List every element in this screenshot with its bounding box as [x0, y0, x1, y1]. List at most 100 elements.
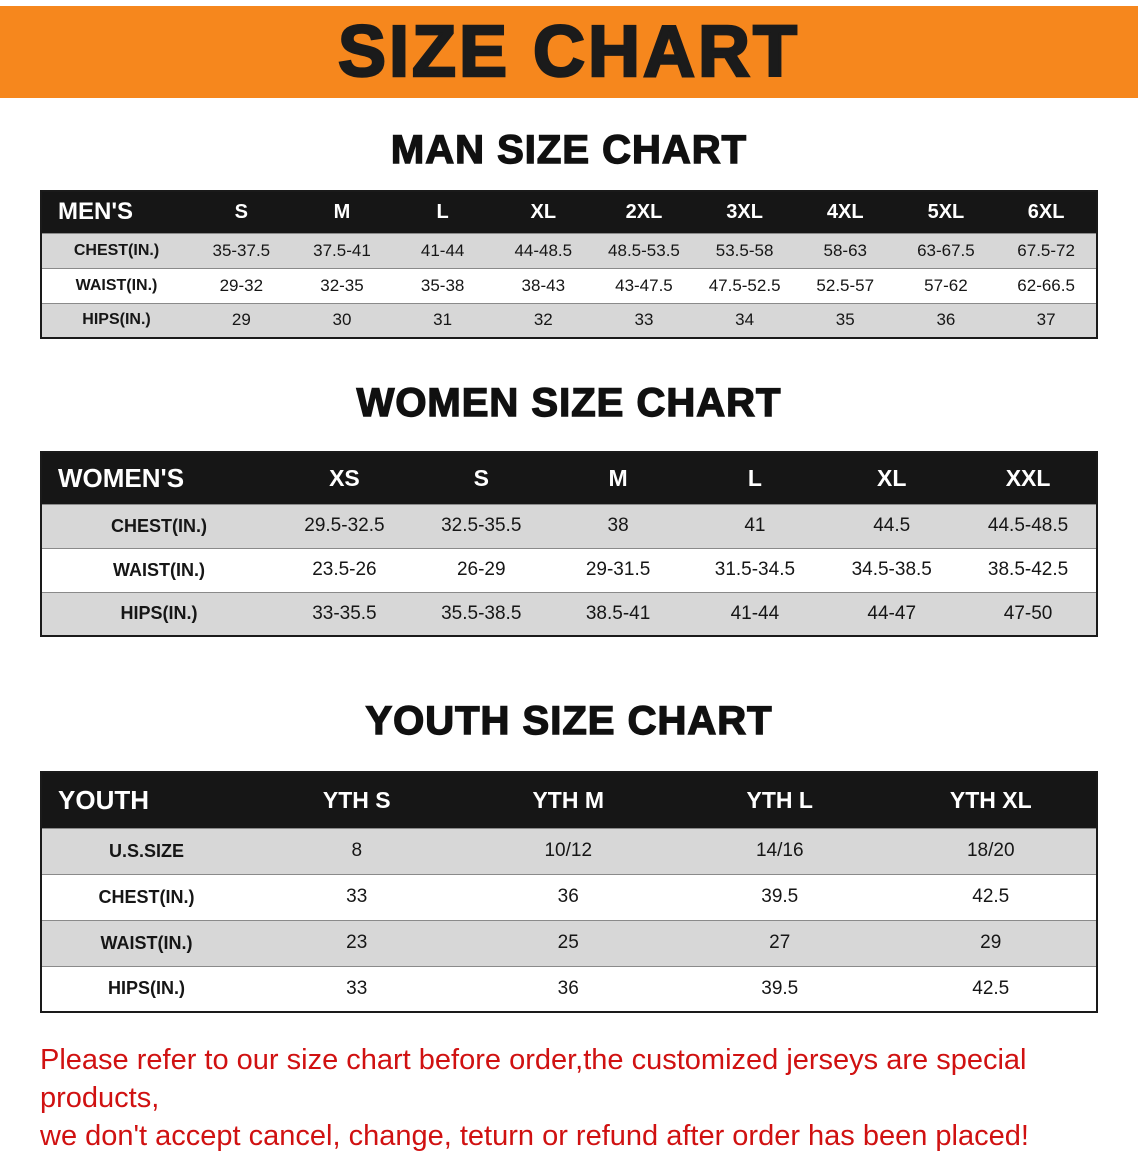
- size-value: 44.5-48.5: [987, 515, 1069, 536]
- size-value: 67.5-72: [1017, 240, 1075, 260]
- column-header: XL: [492, 191, 594, 233]
- size-value: 31: [433, 310, 453, 330]
- table-corner-label: WOMEN'S: [41, 452, 276, 504]
- size-value: 31.5-34.5: [714, 559, 796, 580]
- size-value: 44.5: [873, 515, 911, 536]
- size-value: 35-38: [420, 275, 465, 295]
- size-value: 30: [332, 310, 352, 330]
- size-value: 39.5: [761, 886, 799, 907]
- size-value: 39.5: [761, 977, 799, 999]
- size-value: 36: [936, 310, 956, 330]
- size-value: 27: [769, 932, 791, 953]
- size-value: 23: [346, 932, 368, 953]
- table-header-row: WOMEN'S XS S M L XL XXL: [41, 452, 1097, 504]
- size-table: MEN'S S M L XL 2XL 3XL 4XL 5XL 6XL CHEST(IN.) 35-37…: [40, 190, 1098, 339]
- size-value: 10/12: [544, 840, 593, 861]
- row-label: CHEST(IN.): [73, 241, 160, 259]
- column-header: XL: [823, 452, 961, 504]
- size-value: 47.5-52.5: [708, 275, 781, 295]
- size-value: 35.5-38.5: [441, 602, 522, 624]
- column-header: M: [291, 191, 393, 233]
- table-row: CHEST(IN.) 33 36 39.5 42.5: [41, 874, 1097, 920]
- size-chart-section: MAN SIZE CHART MEN'S S M L XL 2XL 3XL 4XL 5XL 6XL C…: [0, 126, 1138, 339]
- size-value: 25: [557, 932, 579, 953]
- size-chart-section: YOUTH SIZE CHART YOUTH YTH S YTH M YTH L YTH …: [0, 697, 1138, 1013]
- section-title: MAN SIZE CHART: [390, 127, 748, 172]
- size-value: 32.5-35.5: [441, 515, 522, 536]
- row-label: HIPS(IN.): [82, 311, 151, 329]
- table-header-row: MEN'S S M L XL 2XL 3XL 4XL 5XL 6XL: [41, 191, 1097, 233]
- size-table: WOMEN'S XS S M L XL XXL CHEST(IN.) 29.5-32.5 32.5…: [40, 451, 1098, 637]
- size-value: 41: [744, 515, 766, 536]
- size-value: 36: [557, 886, 579, 907]
- size-value: 43-47.5: [615, 275, 673, 295]
- size-value: 29-31.5: [585, 559, 651, 580]
- size-value: 42.5: [972, 977, 1010, 999]
- size-value: 52.5-57: [816, 275, 875, 295]
- column-header: YTH L: [674, 772, 886, 828]
- size-value: 29-32: [219, 275, 264, 295]
- column-header: L: [392, 191, 493, 233]
- column-header: YTH M: [462, 772, 674, 828]
- size-value: 37: [1036, 310, 1056, 330]
- size-value: 38.5-41: [585, 602, 651, 624]
- size-value: 8: [351, 840, 363, 861]
- column-header: YTH S: [251, 772, 463, 828]
- size-value: 37.5-41: [313, 240, 371, 260]
- size-value: 62-66.5: [1017, 275, 1075, 295]
- size-value: 41-44: [420, 240, 465, 260]
- size-value: 33-35.5: [312, 602, 377, 624]
- size-value: 48.5-53.5: [608, 240, 680, 260]
- size-value: 44-48.5: [514, 240, 573, 260]
- row-label: WAIST(IN.): [113, 559, 205, 580]
- table-row: HIPS(IN.) 33 36 39.5 42.5: [41, 966, 1097, 1012]
- size-value: 32: [533, 310, 553, 330]
- size-value: 38: [607, 515, 629, 536]
- size-table: YOUTH YTH S YTH M YTH L YTH XL U.S.SIZE 8 10/12…: [40, 771, 1098, 1013]
- size-value: 53.5-58: [715, 240, 774, 260]
- size-value: 57-62: [924, 275, 968, 295]
- column-header: XS: [276, 452, 413, 504]
- table-row: HIPS(IN.) 33-35.5 35.5-38.5 38.5-41 41-44 44-…: [41, 592, 1097, 636]
- disclaimer-line-2: we don't accept cancel, change, teturn o…: [40, 1120, 1029, 1152]
- table-row: HIPS(IN.) 29 30 31 32 33 34 35 36 37: [41, 303, 1097, 338]
- column-header: 6XL: [996, 191, 1097, 233]
- column-header: 2XL: [593, 191, 695, 233]
- table-row: U.S.SIZE 8 10/12 14/16 18/20: [41, 828, 1097, 874]
- table-row: WAIST(IN.) 23.5-26 26-29 29-31.5 31.5-34.5 34…: [41, 548, 1097, 592]
- size-value: 38.5-42.5: [987, 559, 1069, 580]
- size-value: 41-44: [730, 602, 780, 624]
- size-value: 38-43: [521, 275, 566, 295]
- row-label: WAIST(IN.): [100, 932, 193, 953]
- size-value: 35-37.5: [212, 240, 271, 260]
- size-value: 63-67.5: [917, 240, 975, 260]
- size-value: 18/20: [966, 840, 1015, 861]
- size-chart-banner: SIZE CHART: [0, 6, 1138, 98]
- column-header: 4XL: [794, 191, 896, 233]
- table-row: CHEST(IN.) 35-37.5 37.5-41 41-44 44-48.5 48.5…: [41, 233, 1097, 268]
- size-value: 29: [231, 310, 251, 330]
- size-value: 33: [346, 886, 368, 907]
- size-chart-section: WOMEN SIZE CHART WOMEN'S XS S M L XL XXL CHEST(I…: [0, 379, 1138, 637]
- row-label: CHEST(IN.): [98, 886, 195, 907]
- column-header: S: [191, 191, 292, 233]
- section-title: YOUTH SIZE CHART: [365, 698, 773, 743]
- column-header: S: [412, 452, 550, 504]
- row-label: HIPS(IN.): [120, 603, 198, 624]
- page-title: SIZE CHART: [337, 11, 800, 94]
- size-value: 29.5-32.5: [304, 515, 385, 536]
- table-corner-label: YOUTH: [41, 772, 251, 828]
- table-row: WAIST(IN.) 23 25 27 29: [41, 920, 1097, 966]
- size-value: 35: [835, 310, 855, 330]
- size-value: 44-47: [867, 602, 917, 624]
- column-header: 3XL: [694, 191, 795, 233]
- column-header: XXL: [960, 452, 1097, 504]
- section-title: WOMEN SIZE CHART: [356, 380, 782, 425]
- size-value: 23.5-26: [312, 559, 377, 580]
- size-value: 34.5-38.5: [851, 559, 932, 580]
- size-value: 33: [634, 310, 654, 330]
- disclaimer: Please refer to our size chart before or…: [0, 1041, 1138, 1155]
- table-row: CHEST(IN.) 29.5-32.5 32.5-35.5 38 41 44.5 44.5…: [41, 504, 1097, 548]
- table-header-row: YOUTH YTH S YTH M YTH L YTH XL: [41, 772, 1097, 828]
- size-value: 58-63: [823, 240, 867, 260]
